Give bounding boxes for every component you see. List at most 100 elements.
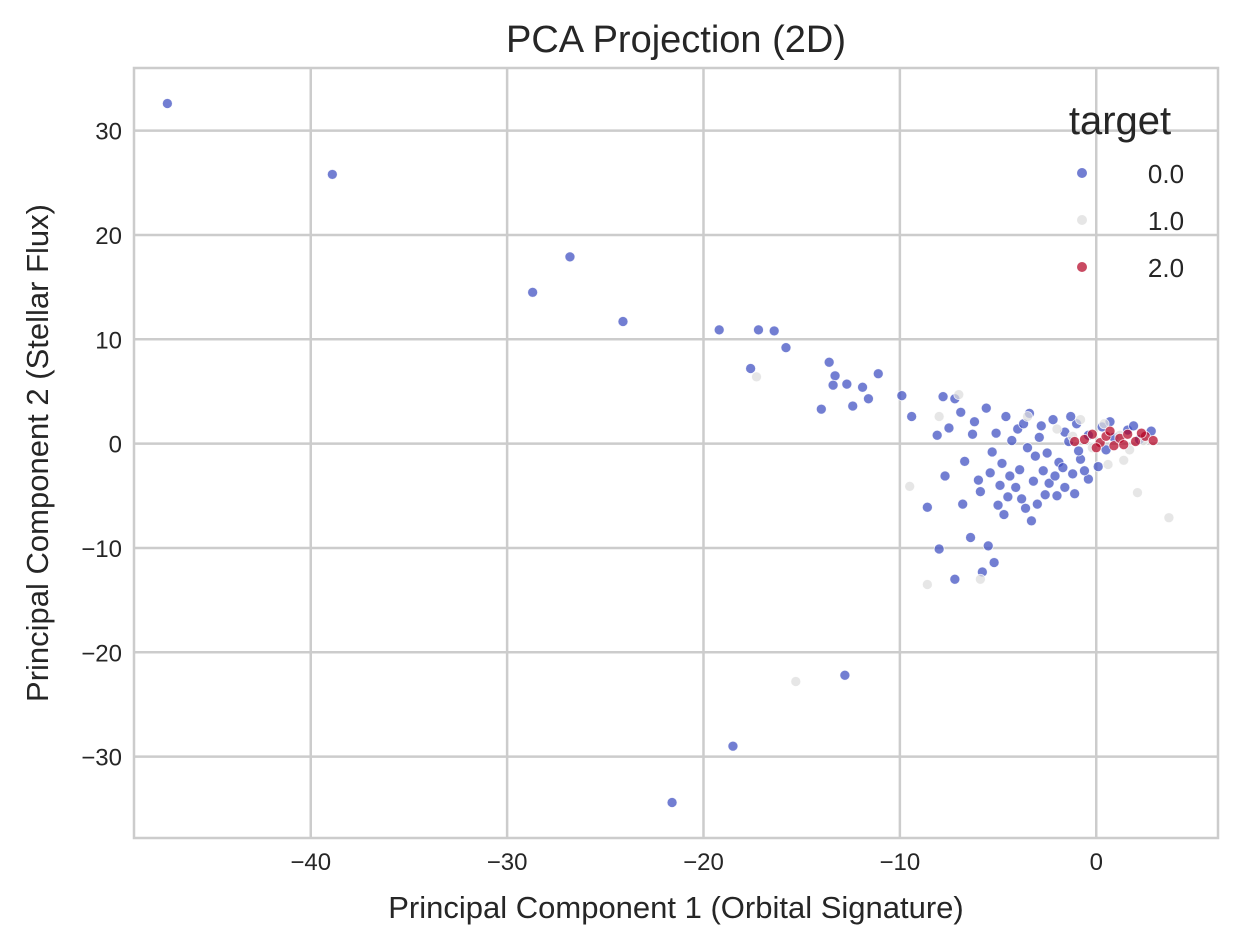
y-tick-label: −10 (81, 536, 122, 563)
data-point (1000, 411, 1012, 422)
data-point (1098, 418, 1110, 430)
data-point (863, 393, 874, 405)
data-point (906, 411, 918, 422)
data-point (994, 479, 1006, 491)
data-point (933, 543, 945, 555)
data-point (1136, 427, 1147, 439)
legend-label: 1.0 (1148, 206, 1184, 236)
data-point (872, 368, 884, 380)
data-point (839, 669, 851, 681)
data-point (1090, 442, 1102, 454)
data-point (847, 400, 859, 412)
legend-marker (1077, 215, 1087, 225)
data-point (727, 740, 739, 752)
data-point (1130, 436, 1141, 447)
data-point (841, 378, 853, 390)
data-point (326, 169, 338, 180)
data-point (980, 402, 992, 414)
legend-marker (1077, 168, 1087, 178)
data-point (823, 356, 835, 368)
chart-title: PCA Projection (2D) (506, 19, 846, 61)
data-point (939, 470, 951, 482)
data-point (617, 316, 629, 327)
x-tick-label: −30 (487, 849, 528, 876)
data-point (1092, 461, 1104, 472)
x-tick-label: −20 (683, 849, 724, 876)
data-point (1118, 454, 1130, 466)
data-point (790, 676, 802, 687)
data-point (904, 480, 916, 492)
series-1 (751, 371, 1175, 687)
data-point (1002, 491, 1014, 503)
data-point (931, 429, 943, 441)
data-point (1029, 450, 1041, 462)
data-point (564, 251, 576, 263)
y-axis-label: Principal Component 2 (Stellar Flux) (20, 204, 55, 702)
data-point (1043, 477, 1055, 489)
data-point (666, 797, 678, 808)
data-point (829, 370, 841, 382)
data-point (896, 390, 908, 402)
scatter-points (161, 98, 1175, 808)
data-point (967, 428, 978, 440)
data-point (943, 422, 955, 434)
data-point (953, 389, 965, 400)
data-point (996, 458, 1008, 469)
plot-background (134, 68, 1218, 838)
data-point (984, 467, 996, 479)
data-point (780, 342, 792, 354)
data-point (1006, 435, 1018, 446)
data-point (921, 579, 933, 590)
data-point (1022, 442, 1033, 454)
data-point (527, 286, 539, 298)
data-point (1041, 447, 1053, 459)
data-point (1051, 490, 1063, 502)
y-tick-labels: −30 −20 −10 0 10 20 30 (81, 119, 122, 772)
data-point (1059, 482, 1071, 493)
y-tick-label: −20 (81, 640, 122, 667)
legend: target 0.0 1.0 2.0 (1069, 99, 1184, 283)
y-tick-label: 30 (95, 119, 122, 146)
data-point (933, 411, 945, 422)
data-point (1033, 431, 1045, 443)
data-point (973, 474, 984, 486)
data-point (1010, 482, 1022, 493)
data-point (1031, 498, 1043, 510)
data-point (959, 455, 971, 467)
x-axis-label: Principal Component 1 (Orbital Signature… (388, 890, 964, 925)
data-point (986, 446, 998, 458)
data-point (751, 371, 762, 383)
data-point (1073, 445, 1084, 457)
data-point (990, 427, 1002, 439)
data-point (1122, 428, 1134, 440)
data-point (974, 573, 986, 585)
data-point (745, 363, 757, 374)
data-point (827, 379, 839, 391)
data-point (1069, 436, 1081, 447)
data-point (1037, 465, 1049, 477)
data-point (955, 406, 967, 418)
data-point (1102, 459, 1114, 470)
data-point (1079, 465, 1090, 477)
data-point (1014, 464, 1026, 476)
data-point (982, 540, 994, 552)
data-point (768, 325, 780, 337)
x-tick-labels: −40 −30 −20 −10 0 (290, 849, 1103, 876)
data-point (974, 486, 986, 498)
data-point (1132, 487, 1143, 499)
data-point (937, 391, 949, 403)
series-2 (1069, 425, 1159, 454)
data-point (998, 509, 1010, 520)
data-point (1051, 423, 1063, 435)
y-tick-label: 10 (95, 327, 122, 354)
data-point (1086, 428, 1098, 440)
data-point (1035, 420, 1047, 432)
y-tick-label: 0 (109, 432, 122, 459)
legend-label: 0.0 (1148, 159, 1184, 189)
data-point (1016, 493, 1028, 505)
x-tick-label: 0 (1090, 849, 1103, 876)
data-point (1067, 468, 1079, 480)
data-point (753, 324, 764, 336)
data-point (815, 403, 827, 415)
